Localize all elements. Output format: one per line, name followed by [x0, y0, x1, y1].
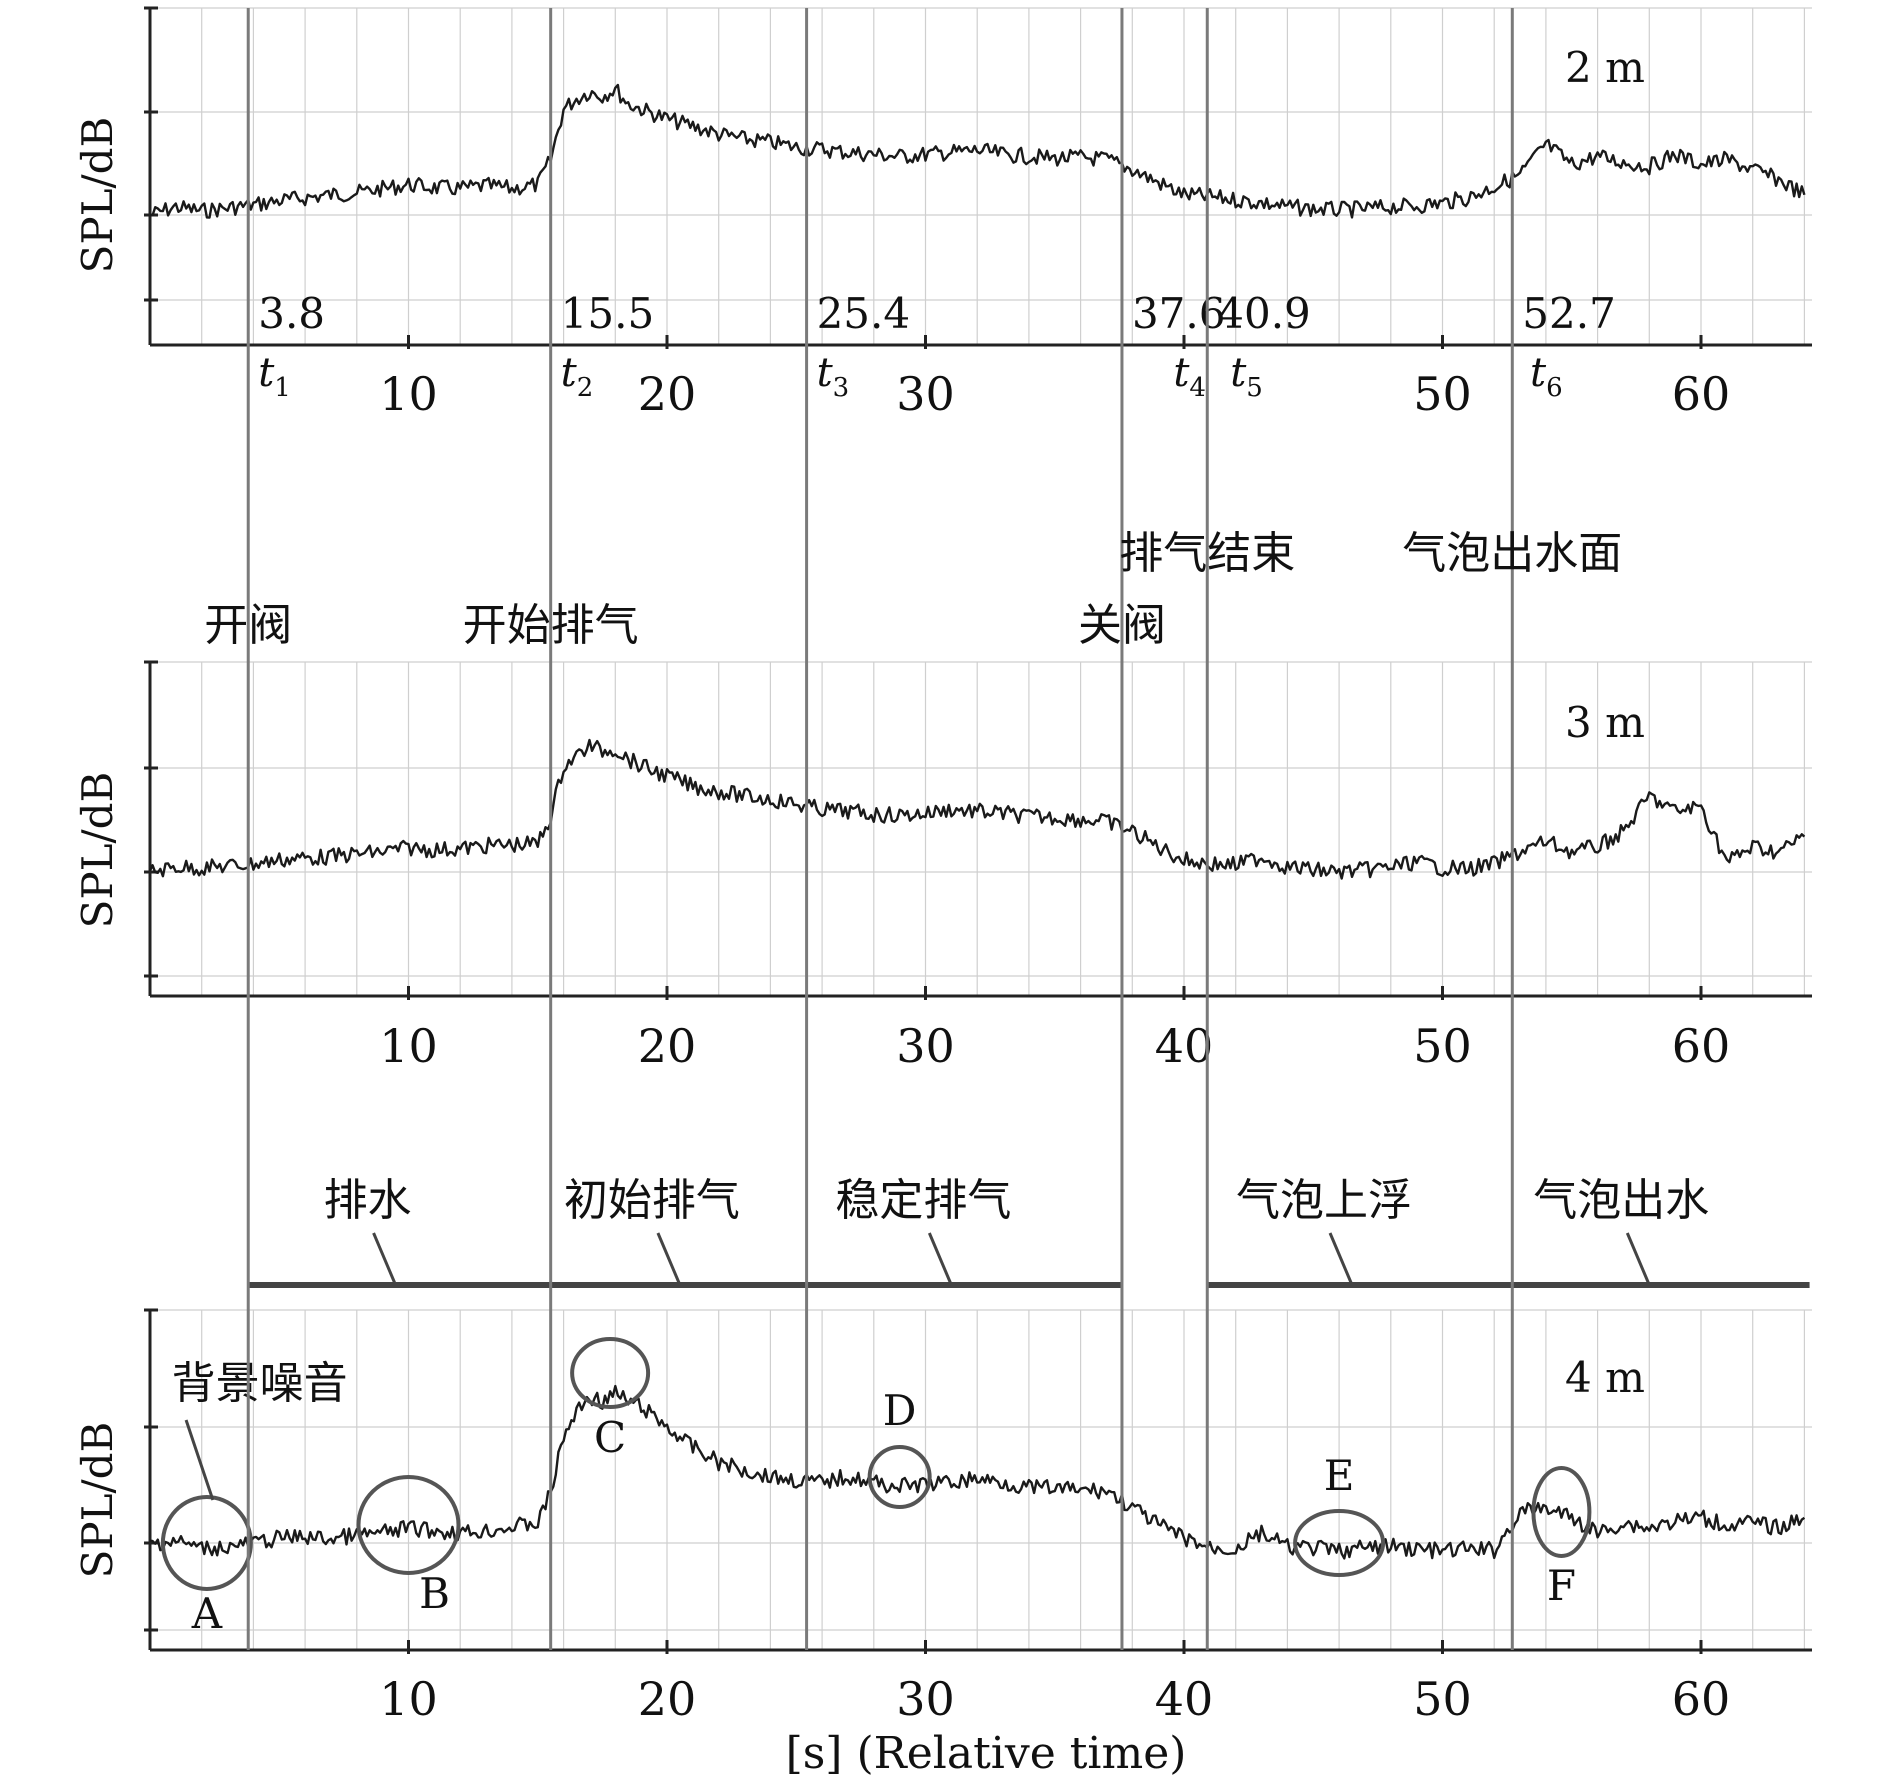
panel-2m-x-tick-label: 20: [638, 367, 697, 421]
phase-pointer: [1328, 1232, 1354, 1286]
panel-4m-x-tick-label: 60: [1672, 1672, 1731, 1726]
panel-4m-x-tick-label: 40: [1155, 1672, 1214, 1726]
event-time-value: 15.5: [561, 289, 655, 338]
event-t-label: t6: [1530, 350, 1563, 403]
event-label: 开始排气: [463, 600, 639, 651]
panel-4m-x-tick-label: 50: [1413, 1672, 1472, 1726]
event-labels: 开阀 开始排气 关阀 排气结束 气泡出水面: [204, 528, 1622, 651]
panel-4m-spl-trace: [149, 1384, 1806, 1560]
panel-3m-x-tick-label: 20: [638, 1019, 697, 1073]
panel-2m-x-tick-label: 30: [896, 367, 955, 421]
circled-region-e: [1293, 1509, 1386, 1577]
panel-4m-x-tick-label: 30: [896, 1672, 955, 1726]
background-noise-label: 背景噪音: [172, 1358, 348, 1409]
panel-2m-grid: [150, 7, 1812, 345]
panel-2m-x-tick-label: 60: [1672, 367, 1731, 421]
event-t-label: t1: [258, 350, 291, 403]
circled-region-f: [1531, 1466, 1592, 1558]
event-time-value: 40.9: [1217, 289, 1311, 338]
panel-2m-ticks: [144, 6, 1703, 349]
panel-2m-event-value-labels: 3.8 15.5 25.4 37.640.9 52.7: [258, 289, 1616, 338]
panel-3m-x-tick-label: 60: [1672, 1019, 1731, 1073]
circle-label: A: [191, 1589, 223, 1638]
panel-3m-y-axis-title: SPL/dB: [73, 772, 122, 929]
phase-pointer: [656, 1232, 682, 1286]
panel-4m-ticks: [144, 1308, 1703, 1654]
panel-4m: SPL/dB 4 m 10 20 30 40 50 60 排水 初始排气 稳定排气 气泡上浮 气泡…: [73, 1175, 1812, 1779]
x-axis-title: [s] (Relative time): [786, 1728, 1187, 1779]
panel-2m-y-axis-title: SPL/dB: [73, 117, 122, 274]
event-label: 气泡出水面: [1402, 528, 1622, 579]
panel-2m-distance-label: 2 m: [1565, 43, 1645, 92]
circled-region-d: [867, 1445, 932, 1509]
circle-label: C: [594, 1413, 626, 1462]
phase-label: 气泡上浮: [1236, 1175, 1412, 1226]
circled-region-a: [160, 1495, 253, 1591]
circle-label: B: [419, 1569, 450, 1618]
panel-3m-spl-trace: [148, 738, 1806, 880]
panel-2m-x-tick-label: 50: [1413, 367, 1472, 421]
event-t-label: t5: [1230, 350, 1263, 403]
panel-3m-ticks: [144, 660, 1703, 1000]
panel-3m-x-tick-label: 50: [1413, 1019, 1472, 1073]
panel-2m-spl-trace: [149, 83, 1806, 219]
event-t-label: t4: [1173, 350, 1206, 403]
circle-label: D: [883, 1386, 917, 1435]
panel-4m-x-tick-labels: 10 20 30 40 50 60: [379, 1672, 1730, 1726]
panel-4m-distance-label: 4 m: [1565, 1353, 1645, 1402]
event-t-label: t3: [817, 350, 850, 403]
panel-4m-x-tick-label: 20: [638, 1672, 697, 1726]
phase-label: 排水: [324, 1175, 412, 1226]
background-noise-pointer: [184, 1419, 215, 1501]
panel-3m-x-tick-label: 30: [896, 1019, 955, 1073]
panel-3m-x-tick-labels: 10 20 30 40 50 60: [379, 1019, 1730, 1073]
panel-3m-distance-label: 3 m: [1565, 698, 1645, 747]
event-time-value: 25.4: [817, 289, 911, 338]
circle-label: E: [1324, 1451, 1355, 1500]
circled-region-c: [570, 1337, 651, 1409]
phase-pointer: [372, 1232, 397, 1286]
phase-pointer: [927, 1232, 953, 1286]
panel-2m-event-time-labels: t1 t2 t3 t4 t5 t6: [258, 350, 1562, 403]
circled-region-b: [356, 1475, 461, 1575]
circled-regions: A B C D E F 背景噪音: [160, 1337, 1592, 1638]
event-lines: [246, 8, 1514, 1650]
panel-3m-x-tick-label: 40: [1155, 1019, 1214, 1073]
panel-3m-grid: [150, 661, 1812, 996]
circle-label: F: [1547, 1561, 1576, 1610]
phase-bars: 排水 初始排气 稳定排气 气泡上浮 气泡出水: [248, 1175, 1810, 1288]
panel-4m-x-tick-label: 10: [379, 1672, 438, 1726]
event-label: 关阀: [1078, 600, 1166, 651]
event-time-value: 37.6: [1132, 289, 1226, 338]
event-time-value: 52.7: [1522, 289, 1616, 338]
phase-label: 稳定排气: [835, 1175, 1011, 1226]
event-time-value: 3.8: [258, 289, 325, 338]
phase-pointer: [1625, 1232, 1651, 1286]
phase-label: 初始排气: [564, 1175, 740, 1226]
panel-4m-y-axis-title: SPL/dB: [73, 1422, 122, 1579]
panel-3m: SPL/dB 3 m 10 20 30 40 50 60: [73, 660, 1812, 1073]
event-label: 排气结束: [1119, 528, 1295, 579]
event-label: 开阀: [204, 600, 292, 651]
panel-2m-x-tick-label: 10: [379, 367, 438, 421]
panel-2m: SPL/dB 2 m 10 20 30 50 60 3.8 15.5 25.4 37.640.…: [73, 6, 1812, 421]
phase-label: 气泡出水: [1533, 1175, 1709, 1226]
panel-2m-x-tick-labels: 10 20 30 50 60: [379, 367, 1730, 421]
panel-3m-x-tick-label: 10: [379, 1019, 438, 1073]
event-t-label: t2: [561, 350, 594, 403]
